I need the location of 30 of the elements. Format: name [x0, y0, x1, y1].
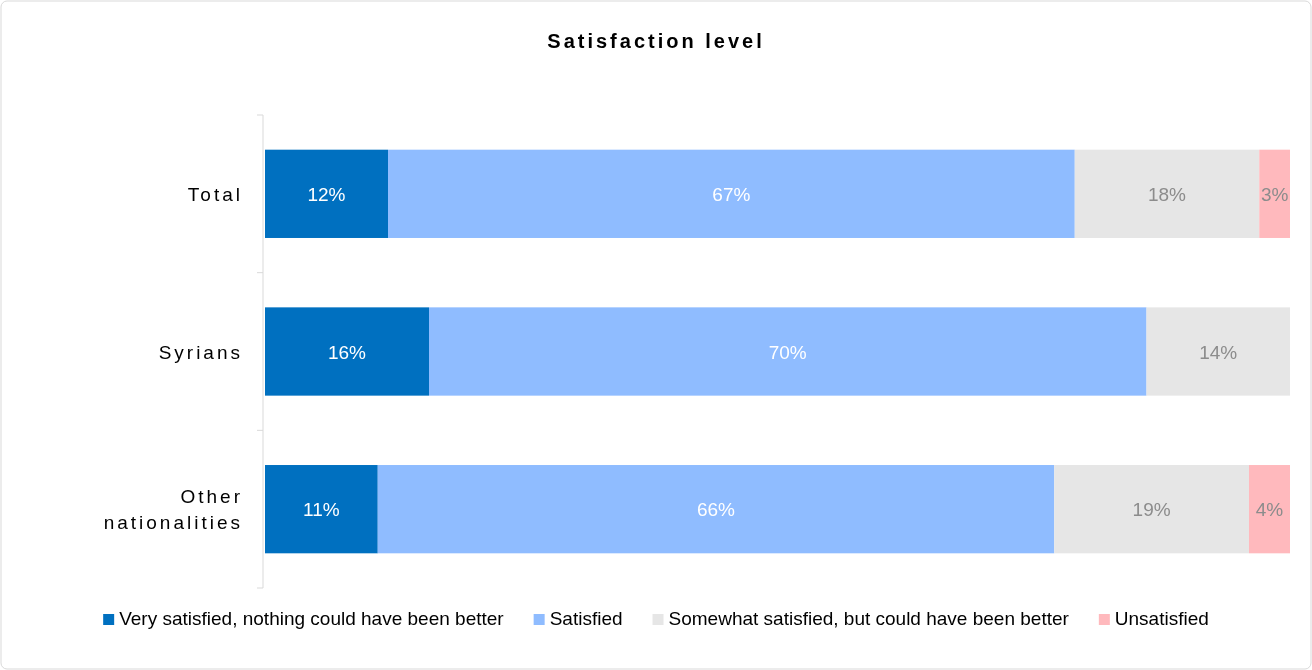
- y-tick-label: Total: [187, 183, 243, 205]
- bar: [265, 307, 429, 396]
- data-label: 18%: [1147, 183, 1187, 205]
- bar: [1259, 149, 1290, 238]
- data-label: 3%: [1260, 183, 1289, 205]
- legend-label: Somewhat satisfied, but could have been better: [668, 608, 1070, 629]
- bar: [1249, 465, 1290, 554]
- chart-title: Satisfaction level: [547, 30, 765, 52]
- bar: [1054, 465, 1249, 554]
- legend-label: Unsatisfied: [1114, 608, 1209, 629]
- data-label: 12%: [307, 183, 346, 205]
- y-tick-label: Syrians: [158, 341, 243, 363]
- data-label: 19%: [1132, 499, 1171, 521]
- data-label: 66%: [696, 499, 736, 521]
- data-label: 70%: [768, 341, 807, 363]
- data-label: 16%: [327, 341, 367, 363]
- data-label: 4%: [1255, 499, 1284, 521]
- data-label: 67%: [712, 183, 751, 205]
- bar: [265, 465, 378, 554]
- bar: [1146, 307, 1290, 396]
- bar: [265, 149, 388, 238]
- y-tick-label: Other nationalities: [103, 486, 243, 534]
- legend-label: Very satisfied, nothing could have been better: [119, 608, 505, 629]
- bar: [377, 465, 1055, 554]
- data-label: 11%: [303, 499, 340, 521]
- bar: [388, 149, 1075, 238]
- legend-label: Satisfied: [549, 608, 623, 629]
- bar: [429, 307, 1147, 396]
- bar: [1074, 149, 1260, 238]
- data-label: 14%: [1199, 341, 1238, 363]
